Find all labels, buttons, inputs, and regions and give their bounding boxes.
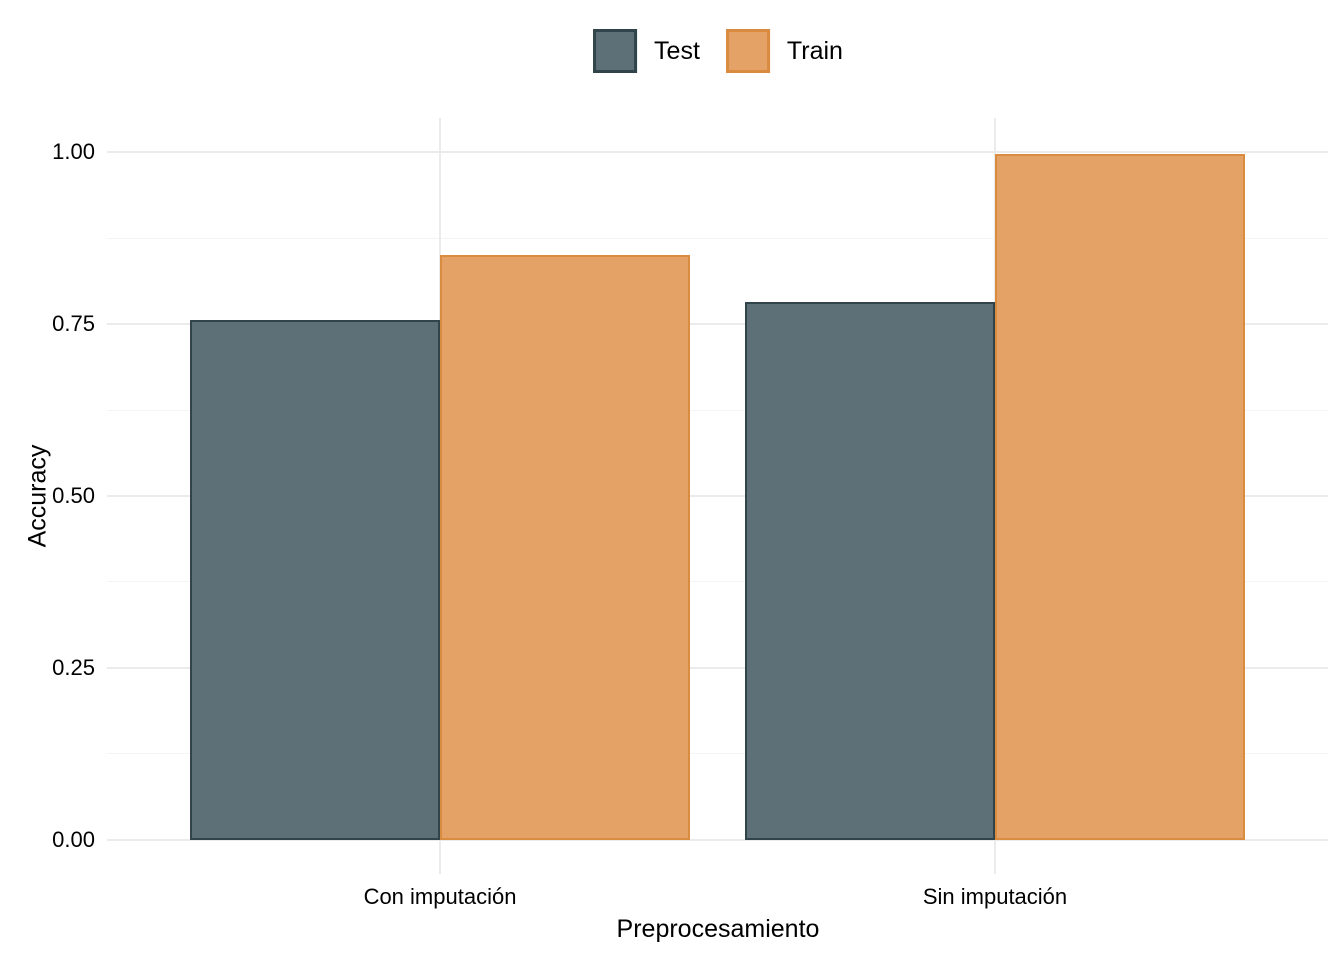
h-gridline-major [107, 323, 1328, 326]
bar-test-2 [745, 301, 995, 840]
h-gridline-major [107, 151, 1328, 154]
legend-item-test: Test [593, 29, 700, 73]
legend-key-train-swatch [725, 29, 770, 73]
y-tick-label: 0.00 [52, 826, 95, 852]
h-gridline-minor [107, 753, 1328, 755]
chart-legend: Test Train [593, 29, 843, 73]
legend-label-test: Test [654, 37, 700, 65]
bar-train-2 [995, 153, 1245, 840]
y-tick-label: 0.75 [52, 311, 95, 337]
h-gridline-major [107, 666, 1328, 669]
h-gridline-major [107, 495, 1328, 497]
h-gridline-minor [107, 409, 1328, 411]
legend-item-train: Train [725, 29, 843, 73]
h-gridline-minor [107, 581, 1328, 583]
y-axis-title: Accuracy [23, 444, 52, 548]
h-gridline-minor [107, 237, 1328, 239]
x-tick-label: Con imputación [363, 884, 517, 909]
y-tick-label: 0.25 [52, 654, 95, 680]
y-tick-label: 0.50 [52, 483, 95, 508]
legend-label-train: Train [786, 37, 843, 65]
legend-key-test-swatch [593, 29, 638, 73]
h-gridline-major [107, 838, 1328, 841]
x-tick-label: Sin imputación [922, 884, 1068, 909]
bar-train-1 [440, 255, 690, 840]
bar-test-1 [190, 320, 440, 840]
x-axis-title: Preprocesamiento [616, 915, 820, 943]
y-tick-label: 1.00 [52, 139, 95, 165]
